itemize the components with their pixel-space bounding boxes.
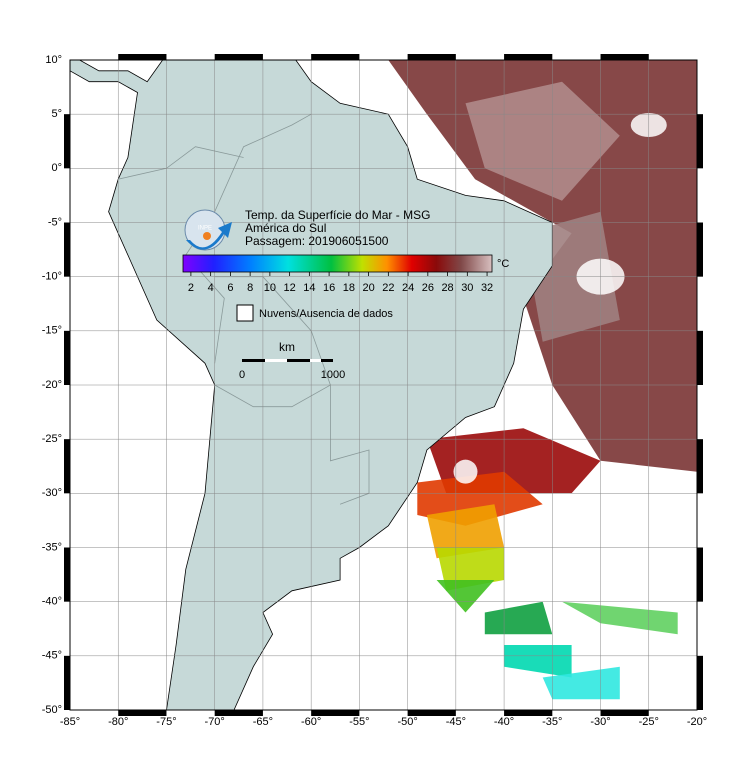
frame-band <box>64 222 70 277</box>
frame-band <box>697 439 703 494</box>
colorbar-tick-label: 24 <box>402 282 414 294</box>
frame-band <box>407 710 456 716</box>
scale-label: 1000 <box>321 369 345 381</box>
colorbar-tick-label: 4 <box>208 282 214 294</box>
lon-tick-label: -30° <box>590 716 610 728</box>
frame-band <box>697 222 703 277</box>
lon-tick-label: -70° <box>205 716 225 728</box>
frame-band <box>311 54 360 60</box>
frame-band <box>214 710 263 716</box>
frame-band <box>64 547 70 602</box>
colorbar-tick-label: 2 <box>188 282 194 294</box>
lon-tick-label: -50° <box>397 716 417 728</box>
lat-tick-label: -35° <box>42 541 62 553</box>
lon-tick-label: -65° <box>253 716 273 728</box>
frame-band <box>64 330 70 385</box>
colorbar-tick-label: 8 <box>247 282 253 294</box>
colorbar-tick-label: 12 <box>283 282 295 294</box>
lon-tick-label: -75° <box>156 716 176 728</box>
colorbar-tick-label: 28 <box>441 282 453 294</box>
lon-tick-label: -45° <box>446 716 466 728</box>
sst-patch <box>504 645 572 678</box>
colorbar-tick-label: 22 <box>382 282 394 294</box>
border <box>214 384 370 505</box>
lon-tick-label: -35° <box>542 716 562 728</box>
scale-bar-line <box>242 359 333 362</box>
frame-band <box>697 655 703 710</box>
colorbar-tick-label: 30 <box>461 282 473 294</box>
frame-band <box>118 710 167 716</box>
lon-tick-label: -80° <box>108 716 128 728</box>
frame-band <box>311 710 360 716</box>
frame-band <box>214 54 263 60</box>
lat-tick-label: 0° <box>51 162 62 174</box>
lon-tick-label: -85° <box>60 716 80 728</box>
scale-label: 0 <box>239 369 245 381</box>
sst-patch <box>388 60 697 472</box>
lat-tick-label: -20° <box>42 379 62 391</box>
frame-band <box>504 710 553 716</box>
lon-tick-label: -20° <box>687 716 707 728</box>
lon-tick-label: -60° <box>301 716 321 728</box>
lat-tick-label: -30° <box>42 487 62 499</box>
colorbar-tick-label: 26 <box>422 282 434 294</box>
lat-tick-label: 10° <box>45 54 62 66</box>
sst-patch <box>436 580 495 613</box>
scale-bar: km 0 1000 <box>239 340 345 381</box>
scale-bar-segment <box>265 359 287 362</box>
colorbar-tick-label: 16 <box>323 282 335 294</box>
frame-band <box>697 114 703 169</box>
lat-tick-label: -45° <box>42 650 62 662</box>
frame-band <box>407 54 456 60</box>
lat-tick-label: -10° <box>42 271 62 283</box>
scale-bar-segment <box>310 359 321 362</box>
frame-band <box>600 710 649 716</box>
lat-tick-label: -50° <box>42 704 62 716</box>
frame-band <box>64 655 70 710</box>
lon-tick-label: -40° <box>494 716 514 728</box>
lat-tick-label: -40° <box>42 596 62 608</box>
lat-tick-label: 5° <box>51 108 62 120</box>
lat-tick-label: -5° <box>48 216 62 228</box>
frame-band <box>64 114 70 169</box>
scale-unit: km <box>279 340 295 354</box>
border <box>118 146 244 180</box>
colorbar-tick-label: 20 <box>362 282 374 294</box>
title-line: Passagem: 201906051500 <box>245 234 389 248</box>
title-block: INPE Temp. da Superfície do Mar - MSG Am… <box>184 208 430 251</box>
lat-tick-label: -15° <box>42 325 62 337</box>
colorbar <box>182 254 493 273</box>
frame-band <box>64 439 70 494</box>
lon-tick-label: -55° <box>349 716 369 728</box>
colorbar-unit: °C <box>497 258 509 270</box>
colorbar-tick-label: 14 <box>303 282 315 294</box>
title-line: Temp. da Superfície do Mar - MSG <box>245 208 430 222</box>
sst-patch <box>436 547 505 591</box>
colorbar-tick-label: 18 <box>343 282 355 294</box>
legend-label: Nuvens/Ausencia de dados <box>259 308 393 320</box>
logo-arrow <box>186 222 232 250</box>
colorbar-tick-label: 6 <box>227 282 233 294</box>
frame-band <box>697 330 703 385</box>
frame-band <box>504 54 553 60</box>
frame-band <box>600 54 649 60</box>
lat-tick-label: -25° <box>42 433 62 445</box>
logo-dot <box>203 232 211 240</box>
logo-text: INPE <box>198 226 212 232</box>
colorbar-tick-label: 10 <box>264 282 276 294</box>
frame-band <box>697 547 703 602</box>
cloud-gap <box>453 459 478 484</box>
frame-band <box>118 54 167 60</box>
legend-swatch <box>236 304 254 322</box>
title-line: América do Sul <box>245 221 326 235</box>
lon-tick-label: -25° <box>639 716 659 728</box>
sst-patch <box>484 601 553 635</box>
colorbar-tick-label: 32 <box>481 282 493 294</box>
sst-patch <box>426 504 505 559</box>
